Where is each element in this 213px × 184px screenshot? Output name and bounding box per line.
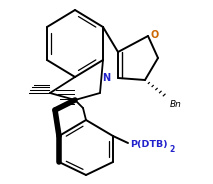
Text: P(DTB): P(DTB) [130, 141, 168, 149]
Text: 2: 2 [169, 145, 175, 153]
Text: N: N [102, 73, 111, 83]
Text: O: O [150, 30, 158, 40]
Text: Bn: Bn [170, 100, 182, 109]
